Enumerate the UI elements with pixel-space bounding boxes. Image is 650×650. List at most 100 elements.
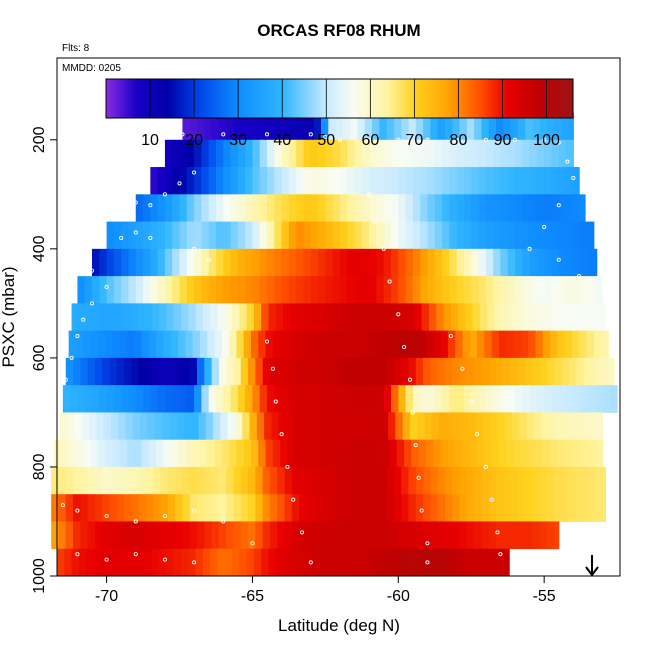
heatmap-cell — [536, 139, 545, 168]
heatmap-cell — [459, 466, 468, 495]
heatmap-cell — [536, 385, 545, 413]
heatmap-cell — [310, 194, 319, 222]
heatmap-cell — [313, 357, 322, 386]
heatmap-cell — [164, 248, 173, 277]
heatmap-cell — [525, 521, 534, 550]
heatmap-cell — [339, 221, 348, 250]
heatmap-cell — [391, 248, 399, 277]
heatmap-cell — [162, 412, 170, 441]
heatmap-cell — [471, 276, 480, 304]
heatmap-cell — [290, 548, 299, 577]
heatmap-cell — [350, 494, 359, 522]
heatmap-cell — [364, 466, 373, 495]
heatmap-cell — [262, 357, 271, 386]
heatmap-cell — [207, 439, 216, 468]
heatmap-cell — [558, 167, 567, 195]
heatmap-cell — [573, 194, 582, 222]
heatmap-cell — [233, 112, 242, 141]
heatmap-cell — [313, 521, 322, 550]
heatmap-cell — [173, 303, 182, 332]
heatmap-cell — [143, 248, 151, 277]
heatmap-cell — [369, 385, 378, 413]
heatmap-cell — [472, 303, 481, 332]
heatmap-cell — [75, 439, 84, 468]
heatmap-cell — [220, 412, 229, 441]
heatmap-cell — [272, 439, 281, 468]
heatmap-cell — [318, 248, 326, 277]
heatmap-cell — [339, 167, 348, 195]
heatmap-cell — [567, 303, 576, 332]
heatmap-cell — [398, 167, 407, 195]
heatmap-cell — [449, 167, 458, 195]
heatmap-cell — [383, 221, 392, 250]
x-tick-label: -60 — [387, 588, 410, 605]
heatmap-cell — [240, 494, 249, 522]
heatmap-cell — [326, 548, 335, 577]
heatmap-cell — [583, 466, 592, 495]
heatmap-cell — [259, 248, 268, 277]
heatmap-cell — [414, 548, 423, 577]
heatmap-cell — [159, 548, 167, 577]
heatmap-cell — [554, 466, 563, 495]
heatmap-cell — [496, 521, 504, 550]
heatmap-cell — [141, 439, 150, 468]
heatmap-cell — [182, 357, 191, 386]
heatmap-cell — [345, 439, 354, 468]
heatmap-cell — [172, 167, 181, 195]
heatmap-cell — [84, 385, 93, 413]
heatmap-cell — [539, 112, 548, 141]
heatmap-cell — [474, 494, 483, 522]
track-point — [410, 410, 415, 415]
heatmap-cell — [180, 548, 189, 577]
track-point — [425, 541, 430, 546]
heatmap-cell — [463, 248, 472, 277]
heatmap-cell — [356, 548, 364, 577]
heatmap-cell — [437, 112, 446, 141]
track-point — [104, 557, 109, 562]
track-point — [396, 312, 401, 317]
heatmap-cell — [461, 412, 469, 441]
heatmap-cell — [420, 139, 429, 168]
heatmap-cell — [407, 303, 415, 332]
heatmap-cell — [201, 221, 210, 250]
heatmap-cell — [453, 412, 462, 441]
heatmap-cell — [551, 385, 560, 413]
heatmap-cell — [202, 303, 211, 332]
heatmap-cell — [580, 248, 589, 277]
heatmap-cell — [204, 521, 213, 550]
heatmap-cell — [288, 167, 297, 195]
heatmap-cell — [514, 139, 523, 168]
heatmap-cell — [496, 466, 504, 495]
heatmap-cell — [412, 167, 421, 195]
track-point — [89, 301, 95, 306]
track-point — [323, 135, 328, 140]
heatmap-cell — [479, 303, 488, 332]
heatmap-cell — [590, 357, 599, 386]
heatmap-cell — [192, 439, 201, 468]
heatmap-cell — [65, 521, 74, 550]
heatmap-cell — [599, 412, 604, 441]
heatmap-cell — [393, 494, 402, 522]
heatmap-cell — [77, 385, 86, 413]
track-point — [527, 246, 532, 251]
heatmap-cell — [507, 194, 516, 222]
heatmap-cell — [61, 439, 70, 468]
heatmap-cell — [128, 276, 137, 304]
heatmap-cell — [179, 194, 188, 222]
heatmap-cell — [520, 330, 529, 359]
heatmap-cell — [386, 521, 395, 550]
heatmap-cell — [94, 357, 103, 386]
heatmap-cell — [391, 276, 399, 304]
heatmap-cell — [563, 412, 572, 441]
heatmap-cell — [442, 167, 450, 195]
heatmap-cell — [507, 276, 516, 304]
heatmap-cell — [87, 494, 96, 522]
heatmap-cell — [119, 330, 128, 359]
heatmap-cell — [421, 303, 430, 332]
heatmap-cell — [304, 303, 313, 332]
heatmap-cell — [131, 357, 140, 386]
track-point — [416, 475, 421, 480]
heatmap-cell — [80, 357, 89, 386]
heatmap-cell — [148, 439, 157, 468]
heatmap-cell — [503, 521, 512, 550]
